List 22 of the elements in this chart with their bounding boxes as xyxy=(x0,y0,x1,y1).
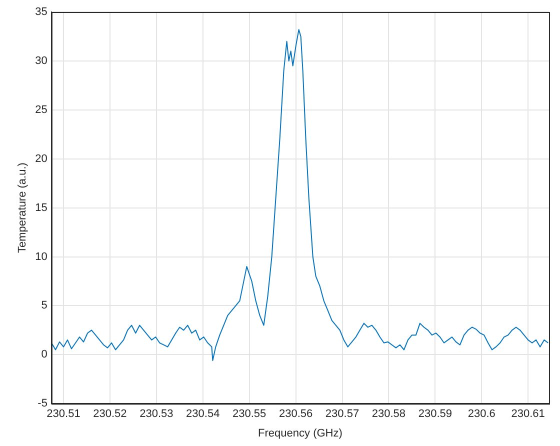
y-tick-label: 10 xyxy=(35,250,48,263)
x-tick-label: 230.52 xyxy=(93,408,127,420)
x-tick-label: 230.54 xyxy=(186,408,220,420)
y-axis-title: Temperature (a.u.) xyxy=(16,162,29,254)
x-tick-label: 230.61 xyxy=(511,408,545,420)
y-tick-label: 15 xyxy=(35,202,48,214)
x-tick-label: 230.59 xyxy=(418,408,452,420)
x-tick-label: 230.6 xyxy=(468,408,496,420)
x-tick-label: 230.51 xyxy=(46,408,80,420)
y-tick-label: -5 xyxy=(38,398,48,410)
y-tick-label: 5 xyxy=(41,300,48,312)
y-tick-label: 30 xyxy=(35,54,48,67)
y-tick-label: 0 xyxy=(41,348,48,361)
x-tick-label: 230.56 xyxy=(278,408,313,420)
x-axis-title: Frequency (GHz) xyxy=(258,427,342,440)
x-tick-label: 230.55 xyxy=(232,408,266,420)
x-tick-label: 230.58 xyxy=(372,408,406,420)
y-tick-label: 25 xyxy=(35,104,48,116)
y-tick-label: 20 xyxy=(35,152,48,165)
y-tick-label: 35 xyxy=(35,6,48,18)
x-tick-label: 230.53 xyxy=(140,408,174,420)
x-tick-label: 230.57 xyxy=(325,408,360,420)
